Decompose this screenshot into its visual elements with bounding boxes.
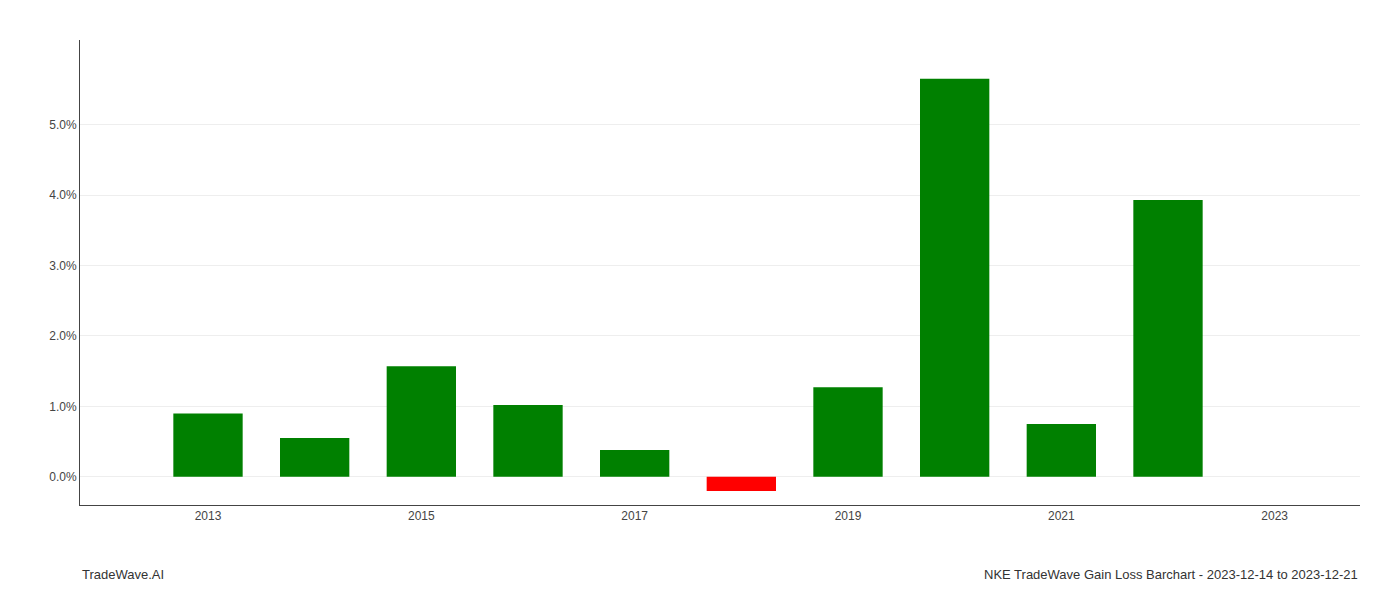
- svg-text:2013: 2013: [195, 509, 222, 523]
- svg-text:NKE TradeWave Gain Loss Barcha: NKE TradeWave Gain Loss Barchart - 2023-…: [984, 567, 1358, 582]
- svg-text:2.0%: 2.0%: [49, 329, 77, 343]
- svg-text:5.0%: 5.0%: [49, 118, 77, 132]
- svg-text:2015: 2015: [408, 509, 435, 523]
- svg-text:2019: 2019: [835, 509, 862, 523]
- svg-text:0.0%: 0.0%: [49, 470, 77, 484]
- svg-text:1.0%: 1.0%: [49, 400, 77, 414]
- svg-text:2023: 2023: [1261, 509, 1288, 523]
- svg-text:TradeWave.AI: TradeWave.AI: [82, 567, 164, 582]
- svg-text:3.0%: 3.0%: [49, 259, 77, 273]
- svg-text:2017: 2017: [621, 509, 648, 523]
- svg-text:4.0%: 4.0%: [49, 188, 77, 202]
- svg-text:2021: 2021: [1048, 509, 1075, 523]
